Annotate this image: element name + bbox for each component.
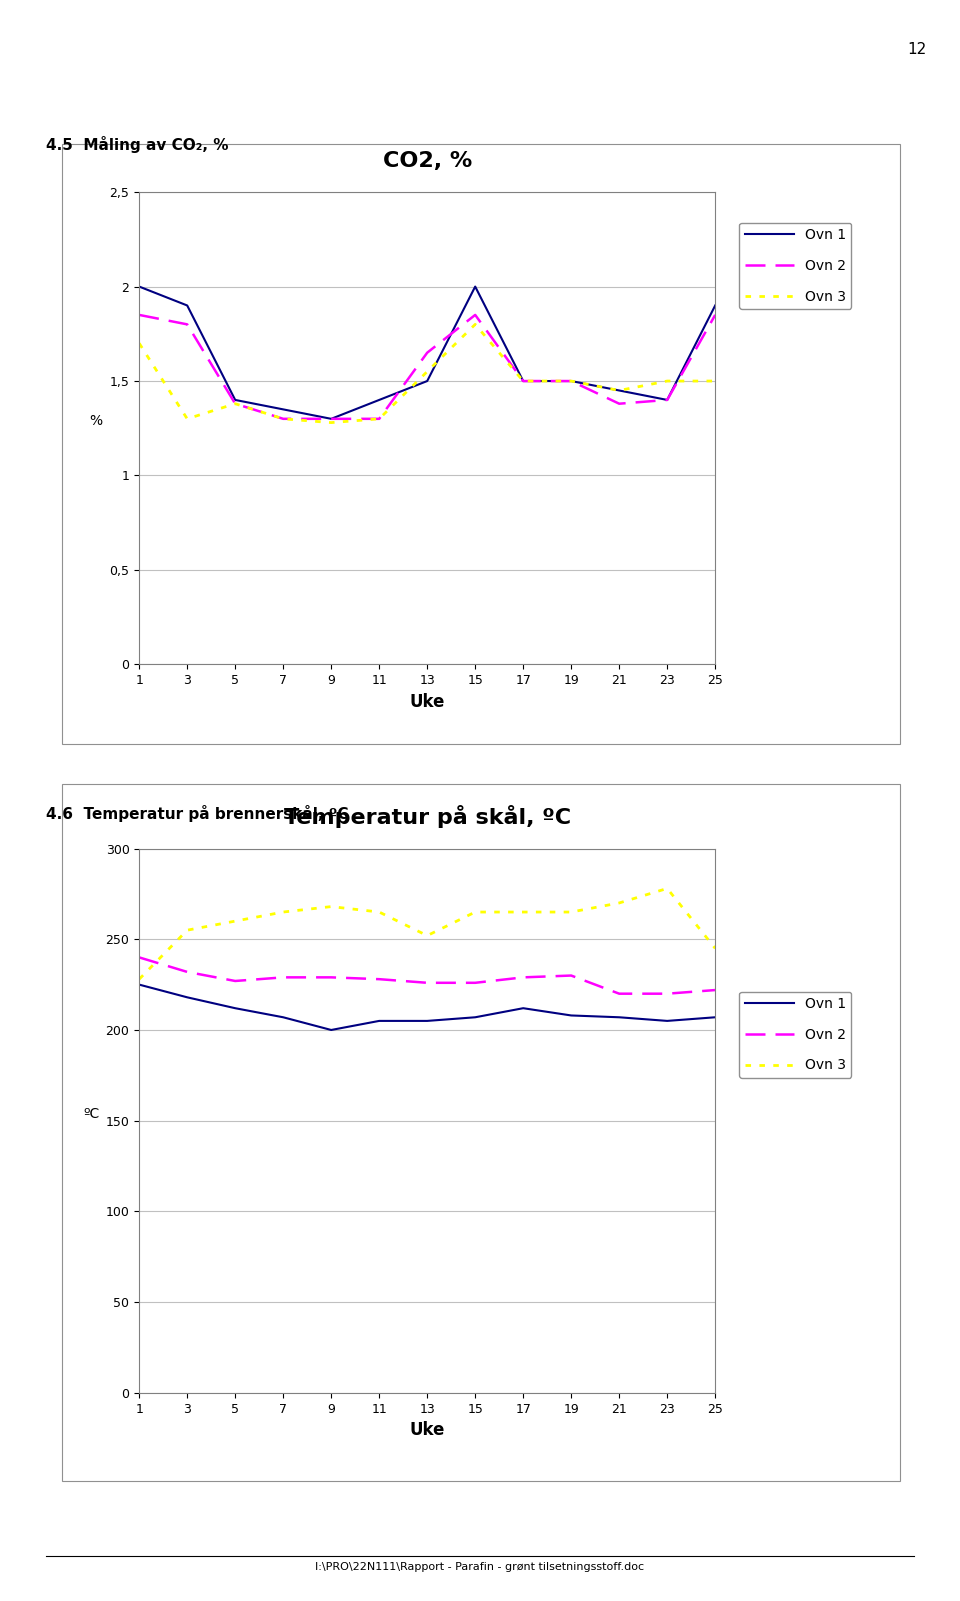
X-axis label: Uke: Uke bbox=[410, 693, 444, 711]
Title: CO2, %: CO2, % bbox=[383, 150, 471, 171]
Y-axis label: %: % bbox=[89, 415, 102, 427]
X-axis label: Uke: Uke bbox=[410, 1422, 444, 1439]
Legend: Ovn 1, Ovn 2, Ovn 3: Ovn 1, Ovn 2, Ovn 3 bbox=[739, 223, 852, 309]
Text: I:\PRO\22N111\Rapport - Parafin - grønt tilsetningsstoff.doc: I:\PRO\22N111\Rapport - Parafin - grønt … bbox=[316, 1563, 644, 1572]
Y-axis label: ºC: ºC bbox=[84, 1106, 100, 1121]
Text: 4.6  Temperatur på brennerskål, ºC: 4.6 Temperatur på brennerskål, ºC bbox=[46, 805, 348, 823]
Title: Temperatur på skål, ºC: Temperatur på skål, ºC bbox=[283, 805, 571, 828]
Text: 12: 12 bbox=[907, 42, 926, 56]
Text: 4.5  Måling av CO₂, %: 4.5 Måling av CO₂, % bbox=[46, 136, 228, 154]
Legend: Ovn 1, Ovn 2, Ovn 3: Ovn 1, Ovn 2, Ovn 3 bbox=[739, 991, 852, 1077]
